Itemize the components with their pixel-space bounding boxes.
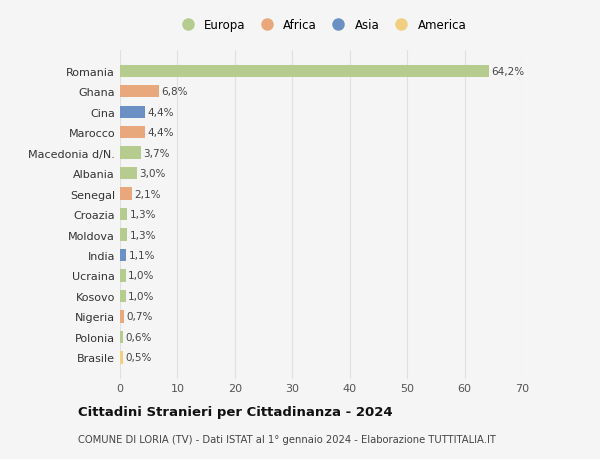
Text: 4,4%: 4,4% [148,128,174,138]
Bar [120,311,124,323]
Text: 1,3%: 1,3% [130,230,156,240]
Bar [120,331,124,343]
Bar [120,65,488,78]
Bar [120,352,123,364]
Text: 4,4%: 4,4% [148,107,174,118]
Text: Cittadini Stranieri per Cittadinanza - 2024: Cittadini Stranieri per Cittadinanza - 2… [78,405,392,419]
Text: 2,1%: 2,1% [134,189,161,199]
Bar [120,127,145,139]
Text: 1,0%: 1,0% [128,271,154,281]
Bar [120,147,141,159]
Bar [120,86,159,98]
Text: 0,5%: 0,5% [125,353,152,363]
Text: 6,8%: 6,8% [161,87,188,97]
Text: 3,7%: 3,7% [143,148,170,158]
Text: 64,2%: 64,2% [491,67,524,77]
Text: 0,7%: 0,7% [127,312,152,322]
Bar [120,290,126,302]
Bar [120,270,126,282]
Text: 1,1%: 1,1% [128,251,155,260]
Bar [120,188,132,200]
Bar [120,168,137,180]
Bar [120,229,127,241]
Text: COMUNE DI LORIA (TV) - Dati ISTAT al 1° gennaio 2024 - Elaborazione TUTTITALIA.I: COMUNE DI LORIA (TV) - Dati ISTAT al 1° … [78,434,496,443]
Text: 0,6%: 0,6% [126,332,152,342]
Bar [120,208,127,221]
Text: 3,0%: 3,0% [140,169,166,179]
Bar [120,106,145,118]
Text: 1,0%: 1,0% [128,291,154,301]
Text: 1,3%: 1,3% [130,210,156,219]
Legend: Europa, Africa, Asia, America: Europa, Africa, Asia, America [173,17,469,35]
Bar [120,249,127,262]
